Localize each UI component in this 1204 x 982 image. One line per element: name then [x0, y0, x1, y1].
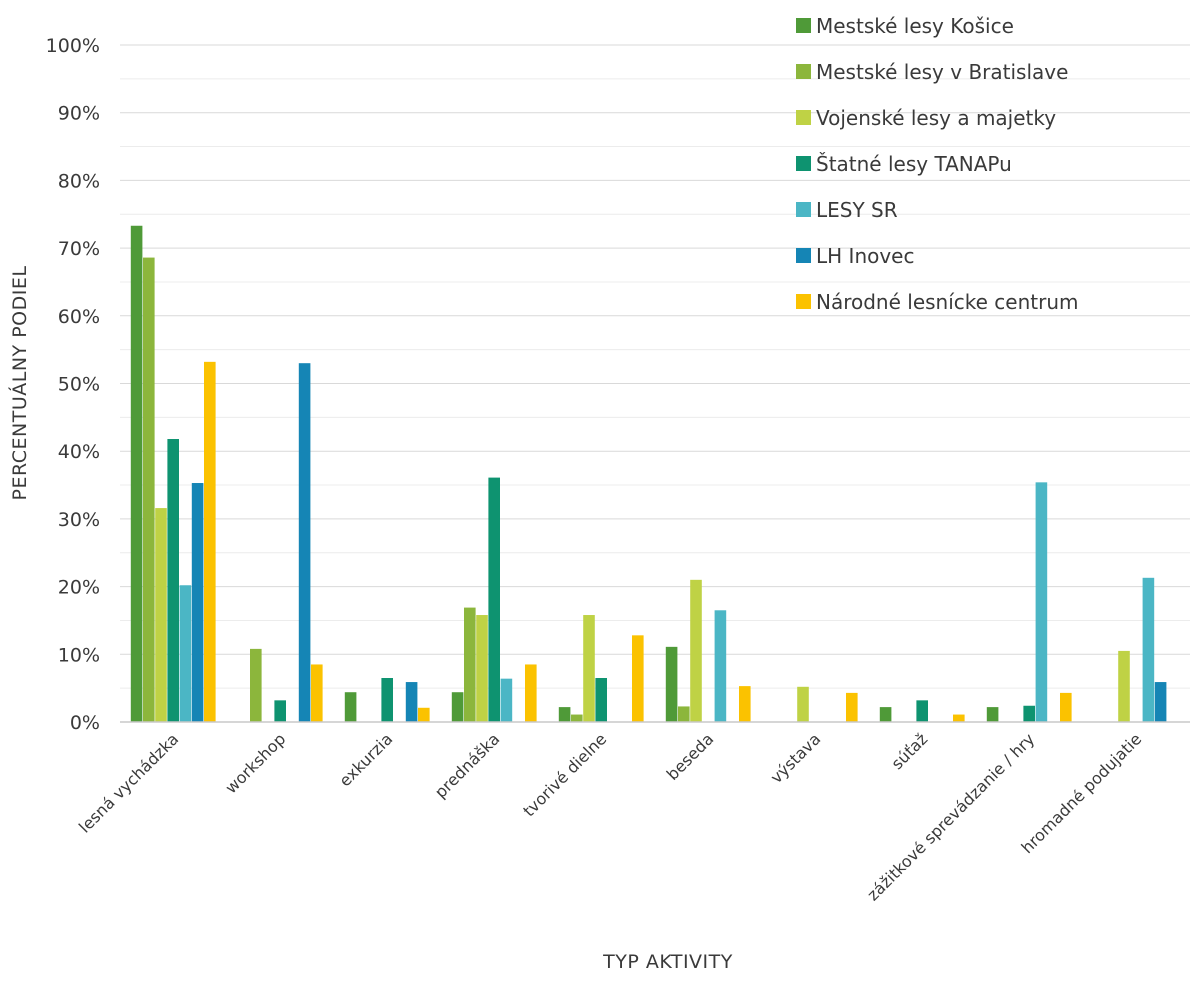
legend-label: LESY SR — [816, 198, 898, 222]
bar-mestsk-lesy-v-bratislave-0 — [143, 257, 155, 722]
y-tick-label: 80% — [58, 170, 100, 192]
bar-mestsk-lesy-v-bratislave-5 — [678, 706, 690, 722]
legend-swatch — [796, 248, 811, 263]
bar-mestsk-lesy-ko-ice-4 — [558, 707, 571, 722]
bar--tatn-lesy-tanapu-1 — [274, 700, 286, 722]
x-tick-label: tvorivé dielne — [519, 729, 610, 820]
bar-n-rodn-lesn-cke-centrum-4 — [632, 635, 644, 722]
x-tick-label: výstava — [767, 729, 825, 787]
bar-lh-inovec-2 — [405, 682, 418, 722]
y-axis-title: PERCENTUÁLNY PODIEL — [8, 266, 31, 501]
bar-vojensk-lesy-a-majetky-4 — [583, 615, 595, 722]
legend-swatch — [796, 156, 811, 171]
grid — [120, 44, 1190, 689]
legend-label: Mestské lesy Košice — [816, 14, 1014, 38]
bar-mestsk-lesy-ko-ice-3 — [451, 692, 464, 722]
bar-n-rodn-lesn-cke-centrum-7 — [953, 714, 965, 722]
x-tick-label: workshop — [221, 729, 289, 797]
bar-lh-inovec-9 — [1154, 682, 1167, 722]
bar--tatn-lesy-tanapu-2 — [381, 678, 393, 722]
y-tick-label: 10% — [58, 644, 100, 666]
y-tick-label: 100% — [46, 35, 100, 57]
bar-n-rodn-lesn-cke-centrum-3 — [525, 664, 537, 722]
bar--tatn-lesy-tanapu-0 — [167, 439, 179, 722]
legend-label: Štatné lesy TANAPu — [816, 152, 1012, 176]
bar-lesy-sr-0 — [179, 585, 192, 722]
bar-lesy-sr-8 — [1035, 482, 1048, 722]
x-tick-label: lesná vychádzka — [75, 729, 182, 836]
bar--tatn-lesy-tanapu-7 — [916, 700, 928, 722]
legend-swatch — [796, 110, 811, 125]
bar-vojensk-lesy-a-majetky-6 — [797, 686, 809, 722]
y-tick-label: 50% — [58, 374, 100, 396]
bar-mestsk-lesy-ko-ice-0 — [130, 225, 143, 722]
x-axis-ticks: lesná vychádzka workshop exkurzia prednáška… — [75, 729, 1145, 904]
bar--tatn-lesy-tanapu-4 — [595, 678, 607, 722]
bar-mestsk-lesy-ko-ice-7 — [879, 707, 892, 722]
bar-mestsk-lesy-v-bratislave-4 — [571, 714, 583, 722]
bar-mestsk-lesy-ko-ice-2 — [344, 692, 357, 722]
x-tick-label: exkurzia — [335, 729, 396, 790]
bar-lesy-sr-3 — [500, 678, 513, 722]
legend-swatch — [796, 202, 811, 217]
bar-vojensk-lesy-a-majetky-5 — [690, 579, 702, 722]
legend-swatch — [796, 64, 811, 79]
x-tick-label: hromadné podujatie — [1017, 729, 1145, 857]
bar-lh-inovec-1 — [298, 363, 311, 722]
legend-swatch — [796, 294, 811, 309]
bar-vojensk-lesy-a-majetky-0 — [155, 508, 167, 722]
bar-n-rodn-lesn-cke-centrum-0 — [204, 361, 216, 722]
y-tick-label: 20% — [58, 577, 100, 599]
legend-label: Vojenské lesy a majetky — [816, 106, 1056, 130]
bar-lh-inovec-0 — [191, 483, 204, 722]
bar-mestsk-lesy-ko-ice-8 — [986, 707, 999, 722]
x-tick-label: beseda — [663, 729, 718, 784]
bar-vojensk-lesy-a-majetky-9 — [1118, 650, 1130, 722]
y-axis-ticks: 0% 10% 20% 30% 40% 50% 60% 70% 80% 90% 100% — [46, 35, 100, 734]
y-tick-label: 70% — [58, 238, 100, 260]
bar--tatn-lesy-tanapu-8 — [1023, 705, 1035, 722]
legend: Mestské lesy Košice Mestské lesy v Bratis… — [796, 14, 1079, 314]
bar-lesy-sr-9 — [1142, 577, 1155, 722]
bar-n-rodn-lesn-cke-centrum-2 — [418, 707, 430, 722]
bar-n-rodn-lesn-cke-centrum-5 — [739, 686, 751, 722]
y-tick-label: 40% — [58, 441, 100, 463]
bar-n-rodn-lesn-cke-centrum-8 — [1060, 692, 1072, 722]
bars — [130, 225, 1167, 722]
x-axis-title: TYP AKTIVITY — [602, 951, 733, 973]
y-tick-label: 90% — [58, 103, 100, 125]
y-tick-label: 0% — [70, 712, 100, 734]
legend-label: Mestské lesy v Bratislave — [816, 60, 1068, 84]
legend-swatch — [796, 18, 811, 33]
bar-mestsk-lesy-v-bratislave-1 — [250, 648, 262, 722]
bar-n-rodn-lesn-cke-centrum-6 — [846, 692, 858, 722]
bar-lesy-sr-5 — [714, 610, 727, 722]
bar-mestsk-lesy-v-bratislave-3 — [464, 607, 476, 722]
y-tick-label: 60% — [58, 306, 100, 328]
bar--tatn-lesy-tanapu-3 — [488, 477, 500, 722]
x-tick-label: prednáška — [431, 729, 503, 801]
legend-label: LH Inovec — [816, 244, 915, 268]
bar-vojensk-lesy-a-majetky-3 — [476, 615, 488, 722]
y-tick-label: 30% — [58, 509, 100, 531]
legend-label: Národné lesnícke centrum — [816, 290, 1079, 314]
bar-n-rodn-lesn-cke-centrum-1 — [311, 664, 323, 722]
x-tick-label: súťaž — [888, 729, 932, 773]
x-tick-label: zážitkové sprevádzanie / hry — [863, 729, 1038, 904]
bar-mestsk-lesy-ko-ice-5 — [665, 646, 678, 722]
